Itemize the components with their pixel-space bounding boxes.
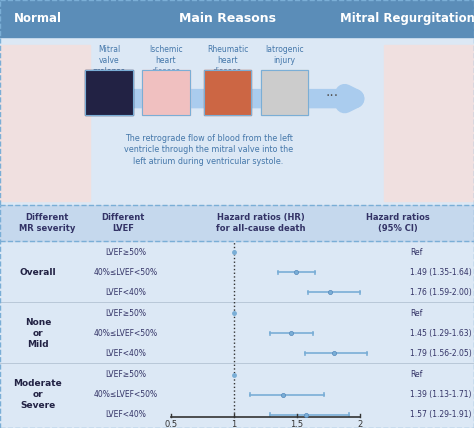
Text: LVEF<40%: LVEF<40% bbox=[105, 410, 146, 419]
Text: 1.49 (1.35-1.64): 1.49 (1.35-1.64) bbox=[410, 268, 472, 277]
Text: Moderate
or
Severe: Moderate or Severe bbox=[14, 379, 62, 410]
Text: Mitral Regurgitation: Mitral Regurgitation bbox=[340, 12, 474, 25]
Bar bbox=[0, 205, 474, 241]
Text: None
or
Mild: None or Mild bbox=[25, 318, 51, 349]
Text: 1.5: 1.5 bbox=[291, 420, 304, 428]
Bar bbox=[85, 70, 133, 115]
Text: Hazard ratios (HR)
for all-cause death: Hazard ratios (HR) for all-cause death bbox=[216, 213, 305, 233]
Text: LVEF<40%: LVEF<40% bbox=[105, 288, 146, 297]
Text: The retrograde flow of blood from the left
ventricle through the mitral valve in: The retrograde flow of blood from the le… bbox=[124, 134, 293, 166]
Text: 40%≤LVEF<50%: 40%≤LVEF<50% bbox=[93, 268, 158, 277]
Text: ...: ... bbox=[325, 86, 338, 99]
Text: LVEF<40%: LVEF<40% bbox=[105, 349, 146, 358]
Bar bbox=[204, 70, 251, 115]
Bar bbox=[85, 70, 133, 115]
Bar bbox=[261, 70, 308, 115]
Text: LVEF≥50%: LVEF≥50% bbox=[105, 370, 146, 379]
Text: Hazard ratios
(95% CI): Hazard ratios (95% CI) bbox=[366, 213, 430, 233]
Bar bbox=[261, 70, 308, 115]
Bar bbox=[0, 0, 474, 37]
Text: Normal: Normal bbox=[14, 12, 62, 25]
Text: 1.39 (1.13-1.71): 1.39 (1.13-1.71) bbox=[410, 390, 472, 399]
Text: Rheumatic
heart
disease: Rheumatic heart disease bbox=[207, 45, 248, 76]
Text: 1.79 (1.56-2.05): 1.79 (1.56-2.05) bbox=[410, 349, 472, 358]
Text: Ref: Ref bbox=[410, 370, 422, 379]
Bar bbox=[142, 70, 190, 115]
Text: Ischemic
heart
disease: Ischemic heart disease bbox=[149, 45, 182, 76]
Bar bbox=[384, 45, 474, 201]
Text: 1.45 (1.29-1.63): 1.45 (1.29-1.63) bbox=[410, 329, 472, 338]
Text: 0.5: 0.5 bbox=[164, 420, 177, 428]
Text: Iatrogenic
injury: Iatrogenic injury bbox=[265, 45, 304, 65]
Bar bbox=[142, 70, 190, 115]
Bar bbox=[0, 45, 90, 201]
Text: LVEF≥50%: LVEF≥50% bbox=[105, 248, 146, 257]
Text: 2: 2 bbox=[357, 420, 363, 428]
Text: Main Reasons: Main Reasons bbox=[179, 12, 276, 25]
Text: 1.76 (1.59-2.00): 1.76 (1.59-2.00) bbox=[410, 288, 472, 297]
Text: Ref: Ref bbox=[410, 248, 422, 257]
Text: LVEF≥50%: LVEF≥50% bbox=[105, 309, 146, 318]
Text: Different
LVEF: Different LVEF bbox=[101, 213, 145, 233]
Text: Overall: Overall bbox=[19, 268, 56, 277]
Text: 40%≤LVEF<50%: 40%≤LVEF<50% bbox=[93, 329, 158, 338]
Text: Different
MR severity: Different MR severity bbox=[19, 213, 75, 233]
Text: 1: 1 bbox=[231, 420, 237, 428]
Text: Mitral
valve
prolapse: Mitral valve prolapse bbox=[92, 45, 126, 76]
Text: 1.57 (1.29-1.91): 1.57 (1.29-1.91) bbox=[410, 410, 472, 419]
Text: 40%≤LVEF<50%: 40%≤LVEF<50% bbox=[93, 390, 158, 399]
Bar bbox=[204, 70, 251, 115]
Text: Ref: Ref bbox=[410, 309, 422, 318]
